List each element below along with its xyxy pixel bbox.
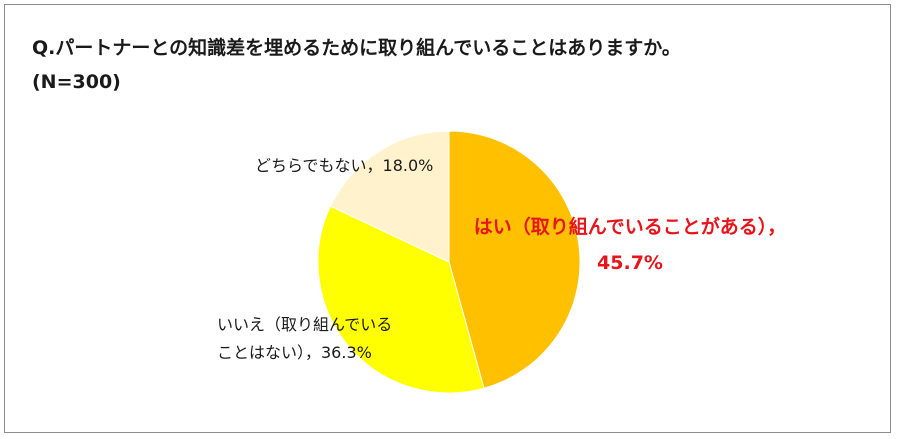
chart-title: Q.パートナーとの知識差を埋めるために取り組んでいることはありますか。 (32, 37, 681, 59)
pie-slices (317, 130, 581, 394)
slice-label-1-line-0: いいえ（取り組んでいる (217, 315, 392, 334)
slice-label-1-line-1: ことはない），36.3% (217, 343, 372, 362)
pie-slice-1 (317, 205, 485, 394)
slice-label-0-line-0: はい（取り組んでいることがある）， (474, 215, 787, 238)
slice-label-1: いいえ（取り組んでいることはない），36.3% (217, 315, 392, 362)
chart-subtitle: (N=300) (32, 71, 121, 93)
slice-label-0: はい（取り組んでいることがある）， 45.7% (474, 215, 787, 274)
slice-label-2-line-0: どちらでもない，18.0% (255, 156, 433, 175)
pie-slice-2 (329, 130, 450, 263)
slice-label-2: どちらでもない，18.0% (255, 156, 433, 175)
pie-slice-0 (448, 130, 581, 389)
pie-labels: はい（取り組んでいることがある）， 45.7% いいえ（取り組んでいることはない），… (217, 156, 786, 362)
slice-label-0-line-1: 45.7% (597, 252, 663, 274)
chart-title-block: Q.パートナーとの知識差を埋めるために取り組んでいることはありますか。 (N=3… (32, 34, 681, 96)
